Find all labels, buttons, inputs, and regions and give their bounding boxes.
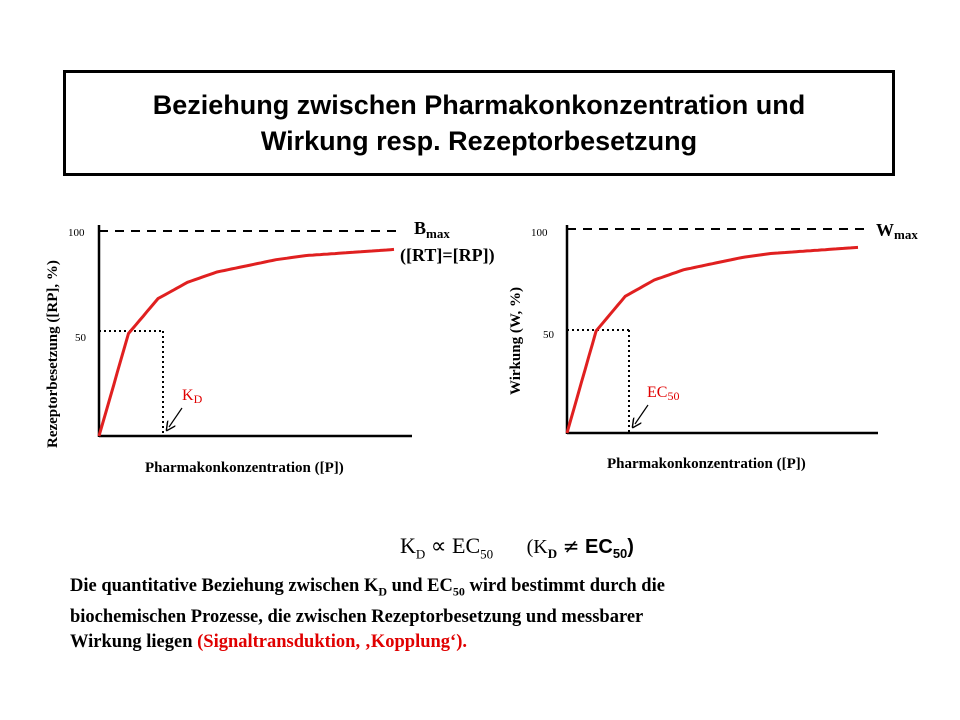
kd-label: KD — [182, 387, 203, 406]
description-line-2: biochemischen Prozesse, die zwischen Rez… — [70, 606, 644, 627]
description-text: Die quantitative Beziehung zwischen KD u… — [70, 574, 930, 655]
title-line-2: Wirkung resp. Rezeptorbesetzung — [260, 126, 698, 156]
relation-formula: KD ∝ EC50 (KD ≠ EC50) — [400, 533, 634, 562]
y-tick-50: 50 — [543, 329, 555, 341]
y-axis-label: Rezeptorbesetzung ([RP], %) — [45, 260, 61, 448]
ec50-pointer-arrow — [635, 404, 649, 424]
description-line-1: Die quantitative Beziehung zwischen KD u… — [70, 576, 665, 599]
title-line-1: Beziehung zwischen Pharmakonkonzentratio… — [152, 90, 806, 120]
y-axis-label: Wirkung (W, %) — [508, 287, 524, 395]
y-tick-100: 100 — [68, 227, 85, 239]
ec50-label: EC50 — [647, 384, 679, 403]
chart-effect: 100 50 Wirkung (W, %) Pharmakonkonzentra… — [508, 220, 918, 472]
formula-kd-sub: D — [415, 546, 426, 562]
bmax-label: Bmax — [414, 218, 450, 241]
charts-canvas: 100 50 Rezeptorbesetzung ([RP], %) Pharm… — [45, 218, 918, 476]
y-tick-100: 100 — [531, 227, 548, 239]
signal-transduction-note: (Signaltransduktion, ‚Kopplung‘). — [197, 631, 468, 652]
formula-proportional-symbol: ∝ — [430, 533, 447, 558]
chart-receptor-occupancy: 100 50 Rezeptorbesetzung ([RP], %) Pharm… — [45, 218, 495, 476]
saturation-curve — [565, 245, 859, 434]
formula-inequality: (KD ≠ EC50) — [526, 534, 634, 561]
formula-ec50-sub: 50 — [480, 546, 494, 562]
formula-ec50: EC — [452, 533, 481, 558]
title-box: Beziehung zwischen Pharmakonkonzentratio… — [63, 70, 895, 176]
saturation-curve — [97, 247, 395, 437]
y-tick-50: 50 — [75, 332, 87, 344]
x-axis-label: Pharmakonkonzentration ([P]) — [145, 460, 344, 476]
wmax-label: Wmax — [876, 220, 918, 242]
formula-kd: K — [400, 533, 416, 558]
bmax-condition-label: ([RT]=[RP]) — [400, 245, 495, 266]
kd-pointer-arrow — [169, 407, 183, 427]
description-line-3: Wirkung liegen (Signaltransduktion, ‚Kop… — [70, 631, 468, 652]
x-axis-label: Pharmakonkonzentration ([P]) — [607, 456, 806, 472]
